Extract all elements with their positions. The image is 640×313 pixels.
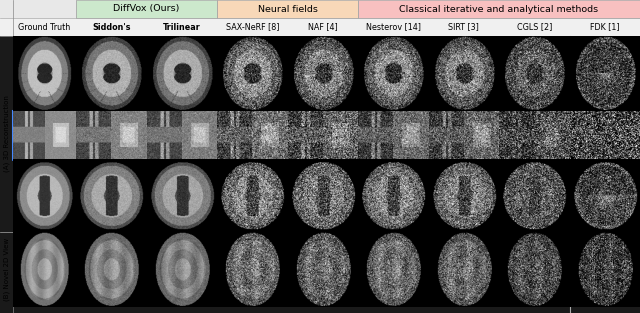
Text: 0.87: 0.87 <box>126 221 145 230</box>
Bar <box>253 53 272 74</box>
Bar <box>515 80 530 98</box>
Text: NAF [4]: NAF [4] <box>308 23 338 32</box>
Bar <box>324 53 342 74</box>
Bar <box>393 111 429 159</box>
Bar <box>395 53 413 74</box>
Text: 0.34: 0.34 <box>620 296 638 305</box>
Text: 0.82: 0.82 <box>479 296 497 305</box>
Text: 0.86: 0.86 <box>196 221 215 230</box>
Text: 0.67: 0.67 <box>337 296 356 305</box>
Bar <box>183 53 202 74</box>
Bar <box>0 18 640 36</box>
Text: 0.67: 0.67 <box>337 221 356 230</box>
Text: Ground Truth: Ground Truth <box>19 23 70 32</box>
Text: Trilinear: Trilinear <box>163 23 200 32</box>
Text: Nesterov [14]: Nesterov [14] <box>365 23 420 32</box>
Text: FDK [1]: FDK [1] <box>590 23 620 32</box>
Bar <box>374 80 389 98</box>
Bar <box>232 80 248 98</box>
Bar <box>252 111 287 159</box>
Text: 0.89: 0.89 <box>196 296 215 305</box>
Text: SAX-NeRF [8]: SAX-NeRF [8] <box>225 23 279 32</box>
Bar <box>499 111 534 159</box>
Bar <box>464 111 499 159</box>
Text: Neural fields: Neural fields <box>257 4 317 13</box>
Text: 0.83: 0.83 <box>408 296 426 305</box>
Bar <box>323 111 358 159</box>
Bar <box>217 111 252 159</box>
Bar <box>13 111 640 159</box>
Bar <box>76 0 217 18</box>
Text: 0.74: 0.74 <box>408 221 426 230</box>
Bar <box>444 80 460 98</box>
Bar <box>606 53 625 74</box>
Bar <box>429 111 464 159</box>
Text: Classical iterative and analytical methods: Classical iterative and analytical metho… <box>399 4 598 13</box>
Text: 0.70: 0.70 <box>479 221 497 230</box>
Text: 0.90: 0.90 <box>126 296 145 305</box>
Bar <box>147 111 182 159</box>
Bar <box>534 111 570 159</box>
Text: DiffVox (Ours): DiffVox (Ours) <box>113 4 180 13</box>
Bar <box>536 53 554 74</box>
Text: Siddon's: Siddon's <box>92 23 131 32</box>
Text: 0.31: 0.31 <box>549 221 568 230</box>
Text: 0.76: 0.76 <box>267 221 285 230</box>
Bar <box>0 0 640 18</box>
Text: 0.78: 0.78 <box>267 296 285 305</box>
Bar <box>585 80 600 98</box>
Text: (A) 3D Reconstruction: (A) 3D Reconstruction <box>3 95 10 172</box>
Bar <box>27 80 41 98</box>
Bar <box>182 111 217 159</box>
Bar <box>111 111 147 159</box>
Bar <box>76 111 111 159</box>
Bar <box>465 53 483 74</box>
Bar <box>217 0 358 18</box>
Text: CGLS [2]: CGLS [2] <box>516 23 552 32</box>
Text: SIRT [3]: SIRT [3] <box>448 23 479 32</box>
Bar <box>303 80 319 98</box>
Bar <box>113 53 131 74</box>
Bar <box>46 53 62 74</box>
Text: (B) Novel 2D View: (B) Novel 2D View <box>3 238 10 301</box>
Bar <box>162 80 177 98</box>
Text: 0.06: 0.06 <box>620 221 638 230</box>
Bar <box>13 111 45 159</box>
Bar <box>570 111 605 159</box>
Bar <box>605 111 640 159</box>
Bar <box>358 0 640 18</box>
Text: 0.63: 0.63 <box>549 296 568 305</box>
Bar <box>45 111 76 159</box>
Bar <box>358 111 393 159</box>
Bar <box>92 80 107 98</box>
Bar <box>287 111 323 159</box>
